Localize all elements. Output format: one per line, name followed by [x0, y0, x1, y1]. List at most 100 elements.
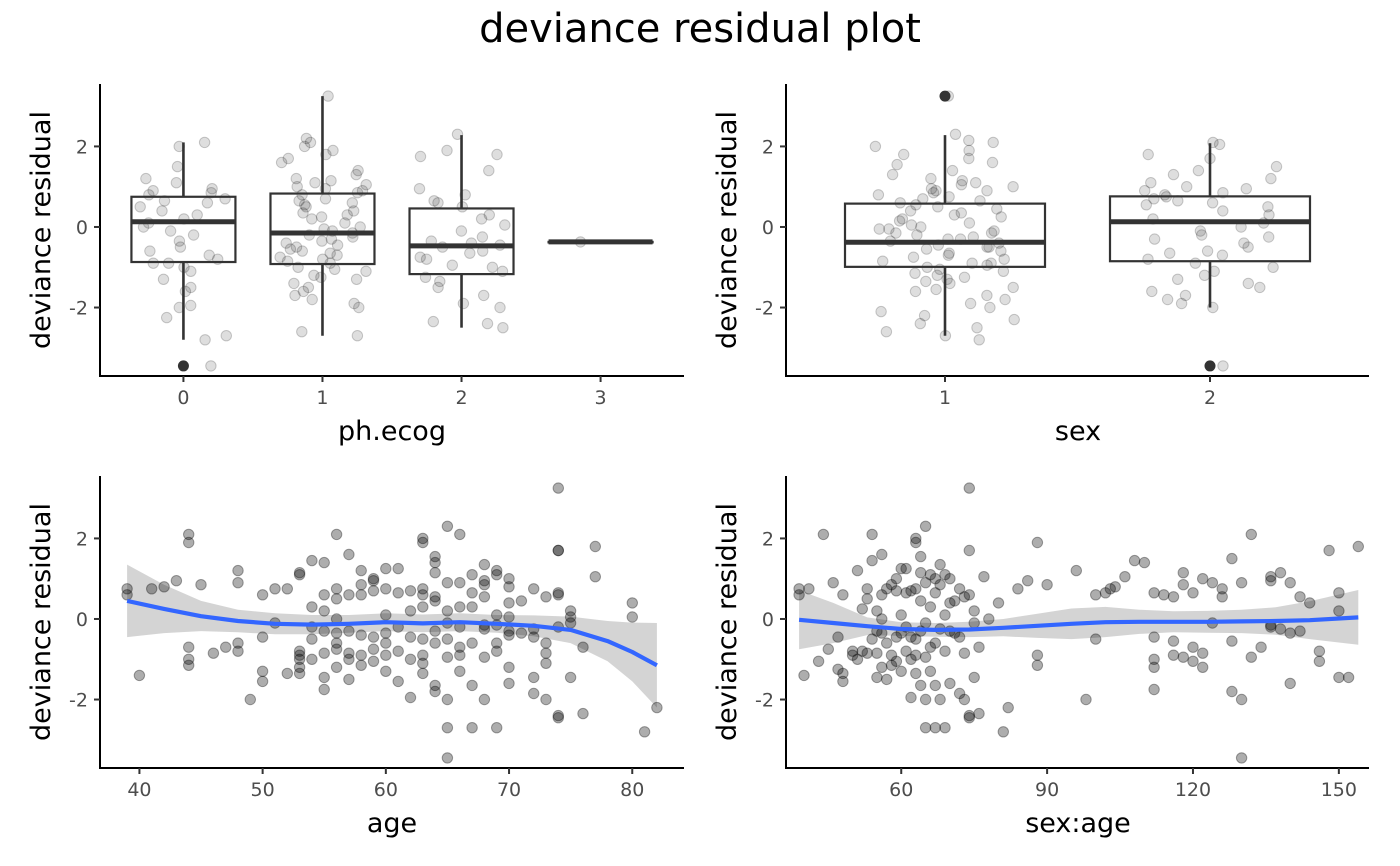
jitter-point: [1240, 183, 1253, 195]
jitter-point: [1263, 231, 1275, 243]
data-point: [441, 693, 454, 706]
y-tick-label: 0: [762, 609, 774, 631]
box-body: [130, 195, 237, 264]
jitter-point: [300, 201, 312, 213]
data-point: [856, 603, 868, 615]
x-tick-label: 50: [251, 779, 275, 801]
jitter-point: [325, 175, 337, 187]
jitter-point: [205, 360, 217, 372]
jitter-point: [156, 205, 168, 217]
data-point: [577, 641, 589, 653]
jitter-point: [995, 211, 1007, 223]
data-point: [924, 641, 937, 653]
x-tick-label: 70: [497, 779, 521, 801]
data-point: [540, 693, 552, 706]
data-point: [890, 631, 903, 643]
data-point: [429, 567, 441, 579]
jitter-point: [203, 249, 215, 261]
data-point: [1294, 591, 1306, 603]
data-point: [963, 589, 975, 601]
data-point: [958, 591, 971, 603]
data-point: [478, 591, 491, 603]
jitter-point: [910, 199, 922, 211]
data-point: [919, 693, 932, 706]
jitter-point: [1140, 199, 1153, 211]
x-axis-title: sex:age: [1025, 808, 1131, 839]
jitter-point: [963, 152, 975, 165]
data-point: [491, 564, 503, 577]
jitter-point: [497, 322, 509, 334]
jitter-point: [483, 209, 495, 221]
data-point: [929, 679, 941, 692]
data-point: [306, 601, 318, 613]
data-point: [919, 651, 932, 663]
data-point: [638, 726, 651, 738]
data-point: [256, 665, 269, 677]
data-point: [220, 641, 232, 653]
jitter-point: [350, 273, 363, 285]
data-point: [968, 671, 980, 684]
data-point: [866, 633, 878, 645]
data-point: [798, 669, 810, 682]
data-point: [232, 645, 244, 657]
jitter-point: [893, 215, 906, 227]
data-point: [503, 611, 515, 623]
data-point: [905, 653, 917, 665]
jitter-point: [1262, 201, 1274, 213]
jitter-point: [143, 189, 155, 201]
data-point: [1148, 631, 1160, 643]
jitter-point: [299, 199, 311, 211]
jitter-point: [1139, 185, 1151, 197]
data-point: [1031, 649, 1044, 661]
data-point: [900, 562, 912, 575]
jitter-point: [875, 305, 887, 318]
data-point: [876, 661, 888, 673]
data-point: [429, 685, 441, 698]
box-body: [843, 202, 1047, 268]
data-point: [1235, 693, 1248, 706]
data-point: [905, 691, 917, 704]
jitter-point: [162, 257, 175, 269]
jitter-point: [890, 227, 902, 239]
x-tick-label: 80: [620, 779, 644, 801]
chart-panel-2: -2 0 2 40 50 60 70 80 age deviance residual: [26, 476, 684, 839]
jitter-point: [949, 128, 962, 141]
data-point: [281, 583, 293, 595]
data-point: [330, 583, 343, 595]
data-point: [343, 589, 355, 601]
jitter-point: [185, 265, 197, 277]
jitter-point: [898, 148, 910, 161]
data-point: [441, 520, 454, 532]
jitter-point: [306, 293, 318, 306]
jitter-point: [319, 193, 332, 205]
y-tick-label: 2: [762, 136, 774, 158]
jitter-point: [873, 223, 885, 235]
y-tick-label: 2: [762, 528, 774, 550]
data-point: [441, 752, 454, 764]
data-point: [367, 575, 380, 587]
x-axis-title: age: [367, 808, 417, 839]
data-point: [997, 726, 1009, 738]
jitter-point: [427, 315, 439, 328]
data-point: [871, 671, 883, 684]
jitter-point: [360, 179, 372, 191]
jitter-point: [896, 213, 909, 225]
jitter-point: [350, 168, 362, 181]
data-point: [380, 609, 392, 621]
data-point: [207, 647, 220, 659]
data-point: [1167, 635, 1180, 647]
data-point: [924, 569, 937, 581]
data-point: [1352, 540, 1365, 553]
data-point: [1197, 647, 1209, 659]
data-point: [417, 589, 429, 601]
jitter-point: [315, 211, 328, 223]
data-point: [454, 665, 466, 677]
data-point: [355, 629, 367, 641]
data-point: [515, 595, 528, 607]
jitter-point: [339, 217, 351, 229]
data-point: [466, 569, 478, 581]
data-point: [905, 631, 917, 643]
data-point: [367, 631, 380, 643]
jitter-point: [315, 271, 327, 283]
jitter-point: [324, 247, 336, 259]
